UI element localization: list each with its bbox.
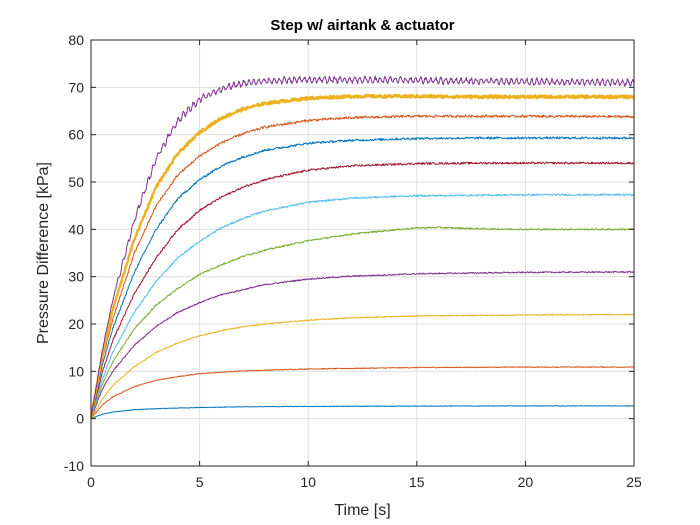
y-axis-label: Pressure Difference [kPa] (35, 162, 52, 344)
series-line-10 (89, 93, 635, 419)
y-tick-label: 40 (68, 221, 84, 237)
series-line-1 (90, 405, 635, 420)
series-line-5 (90, 226, 635, 419)
y-tick-label: 80 (68, 32, 84, 48)
y-tick-label: 50 (68, 174, 84, 190)
plot-area (91, 40, 634, 466)
x-tick-label: 20 (518, 474, 534, 490)
y-tick-label: -10 (64, 458, 84, 474)
series-line-8 (90, 136, 635, 419)
y-tick-label: 70 (68, 79, 84, 95)
x-tick-label: 5 (196, 474, 204, 490)
series-line-11 (90, 75, 635, 419)
y-tick-label: 60 (68, 127, 84, 143)
series-line-9 (90, 114, 635, 419)
chart-title: Step w/ airtank & actuator (270, 17, 454, 34)
series-group (89, 75, 635, 420)
series-line-7 (90, 161, 635, 419)
x-tick-label: 15 (409, 474, 425, 490)
y-tick-label: 0 (76, 411, 84, 427)
y-tick-label: 30 (68, 269, 84, 285)
x-tick-label: 10 (300, 474, 316, 490)
series-line-4 (90, 270, 635, 419)
x-axis-label: Time [s] (334, 502, 390, 519)
series-line-3 (90, 313, 635, 419)
series-line-6 (90, 193, 635, 419)
x-tick-label: 0 (87, 474, 95, 490)
series-line-2 (90, 366, 635, 419)
y-tick-label: 10 (68, 363, 84, 379)
x-tick-label: 25 (626, 474, 642, 490)
axes-box (90, 39, 635, 467)
y-tick-label: 20 (68, 316, 84, 332)
